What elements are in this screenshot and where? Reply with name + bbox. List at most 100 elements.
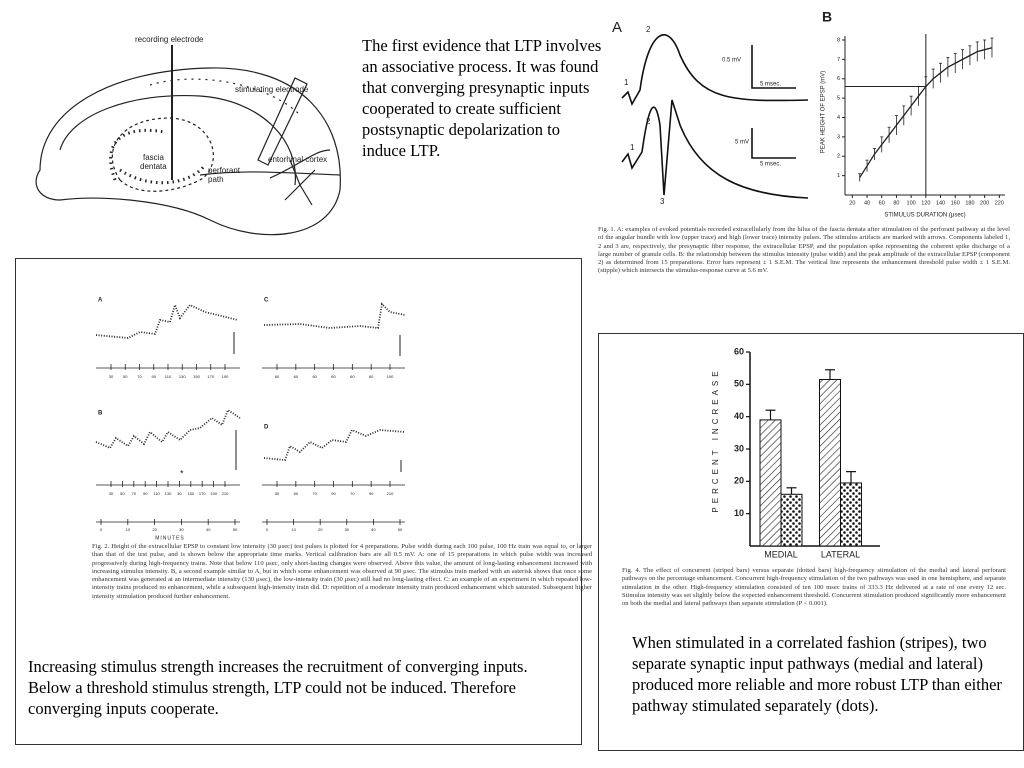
tick-label: 60 [331, 374, 336, 379]
tick-label: 170 [207, 374, 214, 379]
panel-letter: A [612, 19, 622, 36]
tick-label: 110 [153, 491, 160, 496]
figure2-summary: Increasing stimulus strength increases t… [28, 657, 528, 718]
component-label: 1 [630, 143, 635, 152]
drawing-label: stimulating electrode [235, 85, 309, 94]
y-tick-label: 4 [837, 115, 840, 121]
tick-label: 30 [345, 527, 350, 532]
figure2-caption: Fig. 2. Height of the extracellular EPSP… [92, 543, 592, 600]
tick-label: 70 [350, 491, 355, 496]
tick-label: 0 [100, 527, 103, 532]
figure4-caption: Fig. 4. The effect of concurrent (stripe… [622, 567, 1006, 608]
chart-title: B [822, 9, 832, 25]
tick-label: 30 [177, 491, 182, 496]
epsp-traces [95, 302, 406, 472]
scale-label: 5 mV [735, 140, 749, 146]
x-axis-label: STIMULUS DURATION (μsec) [884, 213, 965, 219]
tick-label: 210 [222, 491, 229, 496]
x-tick-label: 40 [864, 200, 870, 206]
scale-label: 0.5 mV [722, 58, 741, 64]
x-tick-label: 140 [936, 200, 945, 206]
y-tick-label: 3 [837, 134, 840, 140]
intro-text: The first evidence that LTP involves an … [362, 36, 602, 160]
tick-label: 60 [294, 374, 299, 379]
x-tick-label: 100 [907, 200, 916, 206]
y-tick-label: 60 [734, 346, 744, 356]
tick-label: 20 [318, 527, 323, 532]
tick-label: 50 [120, 491, 125, 496]
tick-label: 90 [143, 491, 148, 496]
tick-label: 30 [275, 491, 280, 496]
x-tick-label: 200 [980, 200, 989, 206]
component-label: 2 [646, 117, 651, 126]
x-tick-label: MEDIAL [764, 549, 798, 559]
x-tick-label: 80 [893, 200, 899, 206]
x-tick-label: 60 [879, 200, 885, 206]
tick-label: 70 [137, 374, 142, 379]
y-axis-label: PERCENT INCREASE [711, 367, 720, 512]
panel-letter: C [264, 298, 269, 304]
tick-label: 50 [233, 527, 238, 532]
panel-letter: B [98, 411, 103, 417]
tick-label: 40 [371, 527, 376, 532]
tick-label: 10 [291, 527, 296, 532]
component-label: 1 [624, 78, 629, 87]
x-tick-label: 180 [965, 200, 974, 206]
tick-label: 0 [266, 527, 269, 532]
tick-label: 60 [312, 374, 317, 379]
panel-letter: D [264, 425, 269, 431]
tick-label: 190 [222, 374, 229, 379]
x-tick-label: 120 [921, 200, 930, 206]
bar [819, 378, 841, 547]
tick-label: 170 [199, 491, 206, 496]
component-label: 2 [646, 25, 651, 34]
tick-label: 70 [132, 491, 137, 496]
y-axis-label: PEAK HEIGHT OF EPSP (mV) [821, 71, 827, 153]
bar [780, 493, 803, 547]
tick-label: 150 [193, 374, 200, 379]
y-tick-label: 1 [837, 173, 840, 179]
y-tick-label: 10 [734, 508, 744, 518]
drawing-label: entorhinal cortex [268, 155, 327, 164]
tick-label: 30 [179, 527, 184, 532]
tick-label: 60 [369, 374, 374, 379]
y-tick-label: 20 [734, 476, 744, 486]
y-tick-label: 30 [734, 443, 744, 453]
tick-label: 60 [275, 374, 280, 379]
tick-label: 190 [210, 491, 217, 496]
tick-label: 90 [152, 374, 157, 379]
hippocampus-drawing [35, 45, 341, 236]
scale-label: 5 msec. [760, 82, 781, 88]
figure4-summary: When stimulated in a correlated fashion … [632, 633, 1002, 715]
tick-label: 50 [398, 527, 403, 532]
drawing-label: recording electrode [135, 35, 204, 44]
tick-label: 110 [165, 374, 172, 379]
x-tick-label: LATERAL [821, 549, 860, 559]
tick-label: 30 [109, 374, 114, 379]
tick-label: 50 [123, 374, 128, 379]
component-label: 3 [660, 197, 665, 206]
tick-label: 50 [294, 491, 299, 496]
y-tick-label: 2 [837, 154, 840, 160]
drawing-label: fascia [143, 153, 164, 162]
figure1-caption: Fig. 1. A: examples of evoked potentials… [598, 226, 1010, 275]
tick-label: 60 [350, 374, 355, 379]
asterisk: * [180, 468, 184, 478]
tick-label: 90 [369, 491, 374, 496]
bar [840, 482, 862, 547]
bar [759, 419, 782, 547]
tick-label: 150 [187, 491, 194, 496]
tick-label: 20 [152, 527, 157, 532]
panel-letter: A [98, 298, 103, 304]
y-tick-label: 50 [734, 379, 744, 389]
scale-label: 5 msec. [760, 162, 781, 168]
drawing-label: perforant [208, 166, 241, 175]
tick-label: 40 [206, 527, 211, 532]
tick-label: 190 [387, 374, 394, 379]
y-tick-label: 8 [837, 37, 840, 43]
y-tick-label: 6 [837, 76, 840, 82]
figure2-frame [15, 258, 582, 745]
y-tick-label: 5 [837, 96, 840, 102]
